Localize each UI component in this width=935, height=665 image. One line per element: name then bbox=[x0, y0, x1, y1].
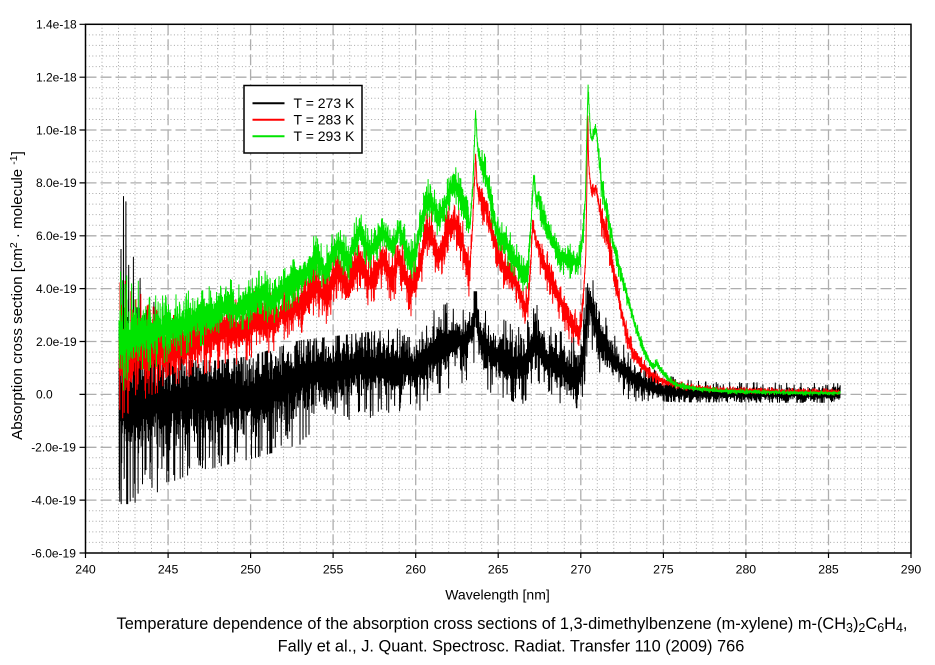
svg-text:T = 273 K: T = 273 K bbox=[294, 95, 356, 111]
svg-text:285: 285 bbox=[818, 562, 839, 576]
svg-text:270: 270 bbox=[571, 562, 592, 576]
svg-text:Fally et al., J. Quant. Spectr: Fally et al., J. Quant. Spectrosc. Radia… bbox=[278, 638, 745, 656]
svg-text:1.2e-18: 1.2e-18 bbox=[36, 71, 77, 85]
svg-text:280: 280 bbox=[736, 562, 757, 576]
svg-text:2.0e-19: 2.0e-19 bbox=[36, 335, 77, 349]
svg-text:275: 275 bbox=[653, 562, 674, 576]
svg-text:245: 245 bbox=[158, 562, 179, 576]
svg-text:-6.0e-19: -6.0e-19 bbox=[31, 546, 76, 560]
svg-text:6.0e-19: 6.0e-19 bbox=[36, 229, 77, 243]
svg-text:250: 250 bbox=[240, 562, 261, 576]
svg-text:1.0e-18: 1.0e-18 bbox=[36, 123, 77, 137]
svg-text:Wavelength [nm]: Wavelength [nm] bbox=[445, 587, 550, 603]
svg-text:260: 260 bbox=[405, 562, 426, 576]
svg-text:T = 283 K: T = 283 K bbox=[294, 112, 356, 128]
svg-text:T = 293 K: T = 293 K bbox=[294, 128, 356, 144]
svg-text:290: 290 bbox=[901, 562, 922, 576]
svg-text:0.0: 0.0 bbox=[36, 388, 53, 402]
svg-text:-2.0e-19: -2.0e-19 bbox=[31, 441, 76, 455]
svg-text:Temperature dependence of the: Temperature dependence of the absorption… bbox=[117, 615, 908, 635]
svg-text:1.4e-18: 1.4e-18 bbox=[36, 18, 77, 32]
svg-text:4.0e-19: 4.0e-19 bbox=[36, 282, 77, 296]
svg-text:-4.0e-19: -4.0e-19 bbox=[31, 493, 76, 507]
svg-text:240: 240 bbox=[75, 562, 96, 576]
svg-text:Absorption cross section [cm2: Absorption cross section [cm2 · molecule… bbox=[8, 151, 26, 440]
svg-text:8.0e-19: 8.0e-19 bbox=[36, 176, 77, 190]
svg-text:255: 255 bbox=[323, 562, 344, 576]
svg-text:265: 265 bbox=[488, 562, 509, 576]
